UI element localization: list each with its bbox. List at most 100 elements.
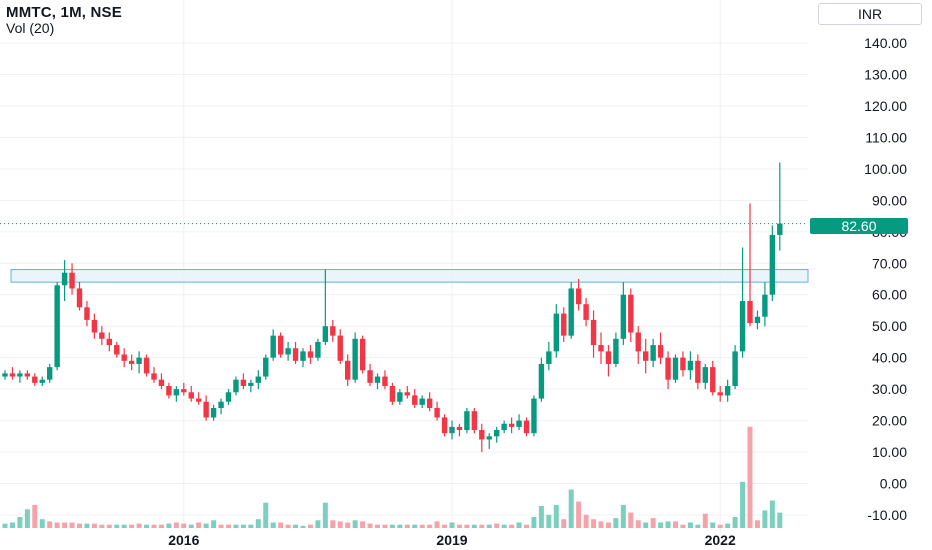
volume-bar [47,521,53,528]
x-tick-label: 2016 [168,532,199,548]
candle-body [106,338,112,346]
volume-indicator-label[interactable]: Vol (20) [6,20,55,36]
candle-body [702,367,708,383]
volume-bar [226,524,231,528]
volume-bar [717,524,723,528]
y-tick-label: 60.00 [872,287,907,303]
candle-body [739,301,746,352]
candle-body [486,436,492,440]
y-tick-label: 90.00 [872,192,907,208]
y-tick-label: 120.00 [864,98,907,114]
candle-body [352,338,358,380]
candle-body [762,294,768,317]
candle-body [181,389,187,393]
candle-body [196,398,202,402]
candlesticks [2,162,783,453]
candle-body [210,408,217,418]
volume-bar [628,512,634,528]
volume-bar [710,522,716,528]
volume-bar [754,520,760,528]
candle-body [412,395,418,405]
candle-body [672,357,679,380]
candle-body [151,373,157,380]
volume-bar [84,523,90,528]
volume-bar [620,504,626,528]
volume-bar [427,524,433,528]
currency-selector[interactable]: INR [818,3,922,25]
volume-bar [546,514,552,528]
volume-bar [32,504,38,528]
candle-body [61,272,68,286]
candle-body [561,313,567,336]
candle-body [441,417,448,434]
candle-body [382,376,388,386]
candle-body [121,354,127,361]
candle-body [590,319,597,346]
volume-bar [658,522,664,528]
candle-body [9,373,16,377]
volume-bar [471,524,477,528]
volume-bar [449,522,455,528]
candle-body [397,392,403,402]
volume-bar [375,524,380,528]
symbol-title[interactable]: MMTC, 1M, NSE [6,4,122,21]
volume-bar [665,521,671,528]
volume-bar [173,522,179,528]
candle-body [99,332,105,339]
volume-bar [255,519,261,528]
candle-body [680,357,686,371]
candle-body [84,307,90,320]
candle-body [270,335,276,358]
candle-body [47,367,53,380]
volume-bar [583,514,589,528]
candle-body [39,379,45,383]
candle-body [136,357,142,364]
candle-body [456,426,463,431]
candle-body [516,420,522,427]
volume-bar [538,506,544,528]
volume-bar [442,524,448,528]
y-axis[interactable]: 140.00130.00120.00110.00100.0090.0080.00… [864,35,907,523]
volume-bar [62,522,68,528]
candle-body [292,348,299,361]
volume-bar [2,523,8,528]
candle-body [24,373,31,377]
candle-body [464,411,470,431]
volume-bar [605,522,611,528]
candle-body [367,370,373,383]
candle-body [635,332,641,352]
y-tick-label: 10.00 [872,444,907,460]
volume-bar [278,522,284,528]
volume-bar [762,510,768,528]
candle-body [203,401,209,418]
volume-bar [39,519,45,528]
volume-bar [687,522,693,528]
candle-body [17,373,23,377]
volume-bar [516,522,522,528]
candle-body [426,398,433,409]
volume-bar [635,520,641,528]
candle-body [374,376,381,383]
volume-bar [389,524,395,528]
volume-bar [106,524,112,528]
candle-body [650,345,656,361]
candle-body [568,288,574,336]
volume-bar [166,523,172,528]
resistance-zone[interactable] [10,269,809,283]
volume-bar [725,523,731,528]
volume-bar [553,504,559,528]
candle-body [158,379,165,386]
volume-bar [479,524,485,528]
candle-body [732,351,738,386]
x-axis[interactable]: 2016 2019 2022 [168,532,736,548]
candle-body [724,385,731,396]
volume-bar [740,481,746,528]
x-tick-label: 2022 [705,532,736,548]
resistance-zone-box[interactable] [10,269,809,283]
last-price-label: 82.60 [810,218,908,234]
volume-bar [777,512,783,528]
candle-body [628,294,634,333]
volume-bar [456,524,462,528]
volume-bar [158,524,164,528]
